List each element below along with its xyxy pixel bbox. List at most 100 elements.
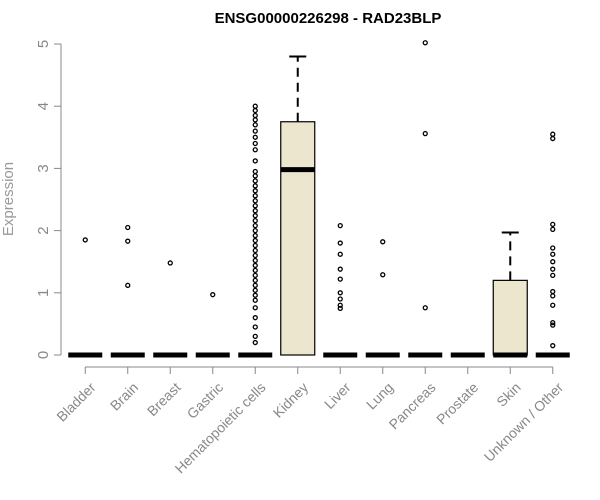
outlier-point bbox=[252, 158, 258, 164]
outlier-point bbox=[252, 257, 258, 264]
outlier-point bbox=[252, 339, 258, 346]
outlier-point bbox=[252, 232, 258, 239]
outlier-point bbox=[337, 276, 343, 282]
outlier-point bbox=[252, 178, 258, 184]
category-label: Skin bbox=[493, 379, 524, 410]
outlier-point bbox=[252, 237, 258, 244]
category-label: Bladder bbox=[53, 379, 99, 425]
outlier-point bbox=[550, 293, 556, 299]
outlier-point bbox=[337, 222, 343, 229]
boxes-group bbox=[68, 40, 570, 358]
outlier-point bbox=[550, 131, 556, 137]
outlier-point bbox=[252, 208, 258, 214]
box-11 bbox=[535, 131, 570, 358]
outlier-point bbox=[550, 302, 556, 308]
category-label: Prostate bbox=[433, 379, 481, 427]
outlier-point bbox=[125, 238, 131, 244]
outlier-point bbox=[422, 305, 428, 311]
y-tick-label: 4 bbox=[35, 102, 52, 110]
box-10 bbox=[492, 231, 528, 358]
outlier-point bbox=[550, 221, 556, 228]
outlier-point bbox=[550, 226, 556, 233]
outlier-point bbox=[252, 262, 258, 269]
outlier-point bbox=[252, 128, 258, 134]
box-8 bbox=[408, 40, 443, 358]
outlier-point bbox=[252, 183, 258, 189]
outlier-point bbox=[252, 333, 258, 339]
outlier-point bbox=[252, 213, 258, 219]
category-label: Pancreas bbox=[386, 379, 439, 432]
outlier-point bbox=[252, 287, 258, 293]
outlier-point bbox=[125, 224, 131, 231]
outlier-point bbox=[337, 240, 343, 246]
outlier-point bbox=[252, 277, 258, 284]
chart-title: ENSG00000226298 - RAD23BLP bbox=[215, 10, 442, 27]
outlier-point bbox=[252, 193, 258, 199]
category-label: Kidney bbox=[270, 379, 312, 421]
outlier-point bbox=[380, 272, 386, 278]
outlier-point bbox=[252, 203, 258, 209]
y-tick-label: 5 bbox=[35, 40, 52, 48]
outlier-point bbox=[550, 322, 556, 328]
outlier-point bbox=[337, 251, 343, 257]
outlier-point bbox=[252, 107, 258, 114]
outlier-point bbox=[337, 302, 343, 308]
category-label: Unknown / Other bbox=[481, 379, 567, 465]
y-tick-label: 2 bbox=[35, 226, 52, 234]
outlier-point bbox=[252, 222, 258, 229]
box-7 bbox=[365, 239, 400, 358]
outlier-point bbox=[550, 245, 556, 251]
outlier-point bbox=[252, 122, 258, 128]
y-tick-label: 3 bbox=[35, 164, 52, 172]
outlier-point bbox=[252, 198, 258, 204]
box-0 bbox=[68, 237, 103, 358]
category-label: Brain bbox=[107, 379, 141, 413]
outlier-point bbox=[252, 315, 258, 321]
outlier-point bbox=[252, 305, 258, 311]
outlier-point bbox=[252, 272, 258, 279]
category-label: Breast bbox=[144, 379, 184, 419]
outlier-point bbox=[252, 188, 258, 194]
outlier-point bbox=[252, 324, 258, 330]
outlier-point bbox=[380, 239, 386, 245]
outlier-point bbox=[337, 296, 343, 302]
outlier-point bbox=[550, 266, 556, 272]
box-rect bbox=[280, 121, 316, 356]
outlier-point bbox=[550, 259, 556, 265]
y-tick-label: 0 bbox=[35, 351, 52, 359]
y-tick-label: 1 bbox=[35, 289, 52, 297]
category-label: Liver bbox=[321, 379, 354, 412]
box-6 bbox=[323, 222, 358, 358]
axes-group: 0 1 2 3 4 5 bbox=[35, 40, 554, 374]
outlier-point bbox=[550, 343, 556, 349]
outlier-point bbox=[82, 237, 88, 243]
y-axis-label: Expression bbox=[0, 162, 17, 236]
box-rect bbox=[492, 279, 528, 356]
outlier-point bbox=[252, 247, 258, 254]
outlier-point bbox=[337, 290, 343, 296]
outlier-point bbox=[550, 288, 556, 295]
outlier-point bbox=[252, 147, 258, 153]
category-label: Lung bbox=[363, 379, 396, 412]
outlier-point bbox=[337, 305, 343, 312]
outlier-point bbox=[252, 134, 258, 140]
outlier-point bbox=[210, 292, 216, 298]
outlier-point bbox=[252, 292, 258, 298]
box-1 bbox=[110, 224, 145, 358]
outlier-point bbox=[252, 117, 258, 123]
outlier-point bbox=[550, 320, 556, 326]
outlier-point bbox=[422, 130, 428, 137]
outlier-point bbox=[550, 272, 556, 279]
box-5 bbox=[280, 55, 316, 356]
outlier-point bbox=[125, 282, 131, 288]
outlier-point bbox=[252, 282, 258, 288]
outlier-point bbox=[252, 168, 258, 175]
outlier-point bbox=[252, 112, 258, 119]
outlier-point bbox=[252, 140, 258, 147]
outlier-point bbox=[252, 103, 258, 109]
outlier-point bbox=[550, 135, 556, 142]
outlier-point bbox=[252, 297, 258, 303]
